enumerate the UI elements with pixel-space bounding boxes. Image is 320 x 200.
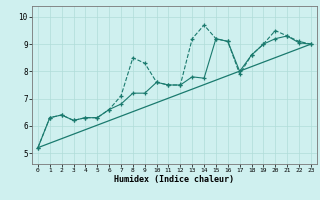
- X-axis label: Humidex (Indice chaleur): Humidex (Indice chaleur): [115, 175, 234, 184]
